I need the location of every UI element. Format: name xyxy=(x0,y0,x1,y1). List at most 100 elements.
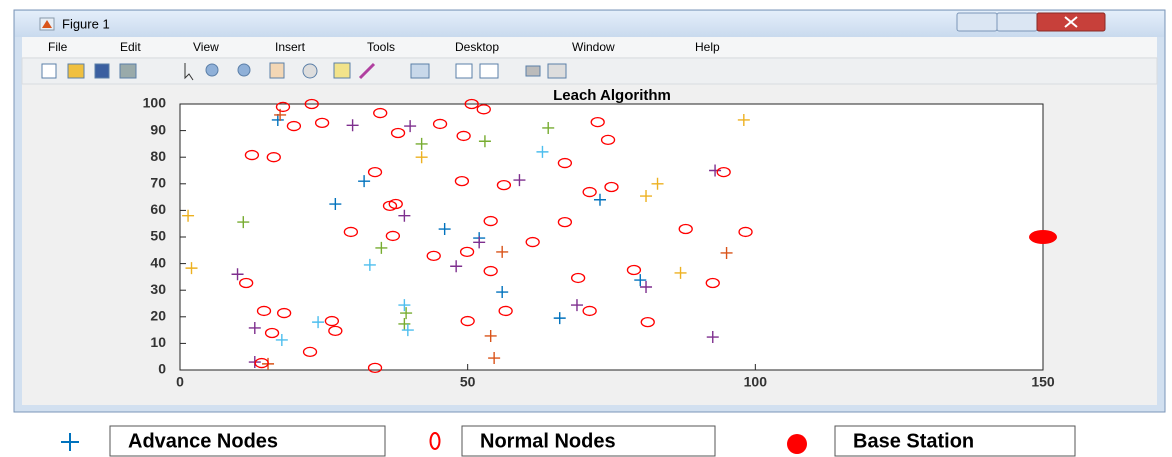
plus-marker xyxy=(640,281,653,294)
tool-print[interactable] xyxy=(119,63,137,79)
plus-marker xyxy=(553,312,566,325)
circle-marker xyxy=(678,223,693,235)
plus-marker xyxy=(593,193,606,206)
tool-zoom-out[interactable] xyxy=(237,63,251,77)
plus-marker xyxy=(231,268,244,281)
plot-area xyxy=(179,103,1044,371)
plus-marker xyxy=(375,241,388,254)
x-tick-label: 50 xyxy=(460,374,476,390)
circle-marker xyxy=(385,230,401,242)
circle-marker xyxy=(716,166,731,178)
plus-marker xyxy=(400,307,413,320)
circle-marker xyxy=(256,305,272,317)
plus-marker xyxy=(496,286,509,299)
circle-marker xyxy=(367,362,383,374)
circle-marker xyxy=(328,325,343,337)
circle-marker xyxy=(454,175,470,187)
tool-pointer[interactable] xyxy=(184,63,194,81)
tool-link[interactable] xyxy=(410,63,430,79)
plus-marker xyxy=(398,317,411,330)
menu-item[interactable]: View xyxy=(193,40,219,54)
menu-item[interactable]: Insert xyxy=(275,40,306,54)
x-tick-label: 100 xyxy=(744,374,768,390)
x-tick-label: 0 xyxy=(176,374,184,390)
plus-marker xyxy=(709,164,722,177)
y-tick-label: 50 xyxy=(150,228,166,244)
tool-pan[interactable] xyxy=(269,62,285,79)
menu: File Edit View Insert Tools Desktop Window Help xyxy=(48,40,720,54)
legend-box xyxy=(109,425,386,457)
circle-marker xyxy=(496,179,512,191)
close-icon xyxy=(1064,16,1078,28)
circle-marker xyxy=(276,307,292,319)
y-tick-label: 40 xyxy=(150,254,166,270)
tool-open[interactable] xyxy=(67,63,85,79)
plus-marker xyxy=(536,145,549,158)
circle-marker xyxy=(590,116,605,128)
plus-marker xyxy=(401,324,414,337)
tool-colorbar[interactable] xyxy=(455,63,473,79)
menu-item[interactable]: Window xyxy=(572,40,615,54)
circle-marker xyxy=(426,250,441,262)
tool-legend[interactable] xyxy=(479,63,499,79)
plus-marker xyxy=(398,299,411,312)
plus-marker xyxy=(737,113,750,126)
tool-brush[interactable] xyxy=(358,62,376,80)
legend: Advance Nodes Normal Nodes Base Station xyxy=(109,425,1076,457)
plus-marker xyxy=(478,135,491,148)
circle-marker xyxy=(382,200,398,212)
y-tick-label: 20 xyxy=(150,308,166,324)
minimize-button[interactable] xyxy=(956,12,998,32)
tool-rotate[interactable] xyxy=(302,63,318,79)
plus-marker xyxy=(473,236,486,249)
circle-marker xyxy=(557,157,573,169)
circle-marker xyxy=(640,316,655,328)
menu-item[interactable]: Tools xyxy=(367,40,395,54)
tool-save[interactable] xyxy=(94,63,110,79)
plus-marker xyxy=(706,331,719,344)
tool-hide[interactable] xyxy=(525,65,541,77)
plus-marker xyxy=(363,258,376,271)
tool-zoom-in[interactable] xyxy=(205,63,219,77)
plus-marker xyxy=(312,316,325,329)
plus-marker xyxy=(182,209,195,222)
plus-marker xyxy=(542,121,555,134)
window-icon-shape xyxy=(42,20,52,28)
menu-item[interactable]: File xyxy=(48,40,68,54)
menu-item[interactable]: Edit xyxy=(120,40,141,54)
plus-marker xyxy=(275,333,288,346)
legend-marker xyxy=(787,434,807,454)
plus-marker xyxy=(484,329,497,342)
circle-marker xyxy=(460,315,475,327)
menu-item[interactable]: Desktop xyxy=(455,40,499,54)
y-tick-label: 100 xyxy=(143,95,167,111)
window-title: Figure 1 xyxy=(62,16,110,31)
y-tick-label: 0 xyxy=(158,361,166,377)
legend-marker xyxy=(429,432,441,450)
plus-marker xyxy=(237,216,250,229)
circle-marker xyxy=(483,215,498,227)
y-tick-label: 60 xyxy=(150,201,166,217)
circle-marker xyxy=(570,272,586,284)
circle-marker xyxy=(304,98,319,110)
circle-marker xyxy=(343,226,359,238)
tool-datacursor[interactable] xyxy=(333,62,351,79)
circle-marker xyxy=(390,127,406,139)
circle-marker xyxy=(302,346,318,358)
plus-marker xyxy=(329,198,342,211)
circle-marker xyxy=(239,277,254,289)
maximize-button[interactable] xyxy=(996,12,1038,32)
circle-marker xyxy=(314,117,330,129)
chart-title: Leach Algorithm xyxy=(553,87,671,104)
plus-marker xyxy=(415,151,428,164)
circle-marker xyxy=(525,236,540,248)
tool-new[interactable] xyxy=(41,63,57,79)
circle-marker xyxy=(483,265,498,277)
menu-item[interactable]: Help xyxy=(695,40,720,54)
tool-show[interactable] xyxy=(547,63,567,79)
plus-marker xyxy=(640,190,653,203)
plus-marker xyxy=(185,262,198,275)
circle-marker xyxy=(266,152,281,163)
plus-marker xyxy=(634,274,647,287)
plus-marker xyxy=(415,137,428,150)
